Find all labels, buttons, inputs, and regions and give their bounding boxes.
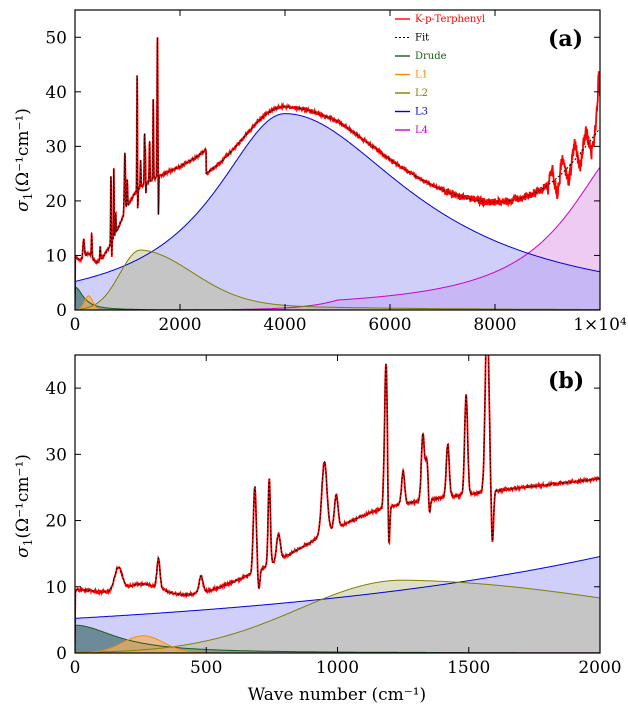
panel-b-y-axis-symbol: σ — [13, 546, 33, 558]
panel-a-x-ticks: 0 2000 4000 6000 8000 1×10⁴ — [70, 10, 627, 335]
panel-b-l3-line — [75, 556, 600, 653]
x-tick-label: 0 — [70, 658, 81, 678]
panel-a-y-axis-label: σ1(Ω⁻¹cm⁻¹) — [13, 108, 35, 212]
panel-a-y-axis-units: (Ω⁻¹cm⁻¹) — [13, 108, 33, 193]
panel-b-l3-fill — [75, 556, 600, 653]
panel-b-component-fills — [75, 556, 600, 653]
legend-entry-label: K-p-Terphenyl — [415, 14, 485, 25]
panel-a-legend: K-p-Terphenyl Fit Drude L1 L2 L3 L4 — [395, 14, 485, 136]
panel-a-y-axis-symbol: σ — [13, 200, 33, 212]
y-tick-label: 30 — [45, 137, 67, 157]
panel-b-x-axis-label: Wave number (cm⁻¹) — [248, 685, 426, 705]
y-tick-label: 40 — [45, 379, 67, 399]
x-tick-label: 2000 — [158, 315, 201, 335]
y-tick-label: 50 — [45, 28, 67, 48]
legend-entry-label: L1 — [415, 70, 428, 81]
legend-entry-label: Fit — [415, 33, 429, 44]
x-tick-label: 8000 — [473, 315, 516, 335]
panel-b-fit-line — [75, 355, 600, 626]
panel-b-y-ticks: 0 10 20 30 40 — [45, 379, 600, 664]
panel-a-l3-fill — [75, 113, 600, 310]
panel-a-fit-line — [75, 37, 600, 288]
legend-entry-label: L4 — [415, 125, 428, 136]
x-tick-label: 500 — [190, 658, 222, 678]
x-tick-label: 1500 — [447, 658, 490, 678]
y-tick-label: 40 — [45, 83, 67, 103]
legend-entry-label: Drude — [415, 51, 447, 62]
panel-a-frame — [74, 9, 601, 311]
panel-a-y-ticks: 0 10 20 30 40 50 — [45, 28, 600, 321]
legend-entry-label: L3 — [415, 107, 428, 118]
panel-b-l2-line — [75, 579, 600, 653]
panel-b-x-ticks: 0 500 1000 1500 2000 — [70, 355, 622, 678]
panel-b-y-axis-units: (Ω⁻¹cm⁻¹) — [13, 454, 33, 539]
x-tick-label: 0 — [70, 315, 81, 335]
x-tick-label: 4000 — [263, 315, 306, 335]
panel-b-measured-line — [75, 355, 600, 626]
panel-b-l2-fill — [75, 580, 600, 653]
panel-a: 0 2000 4000 6000 8000 1×10⁴ 0 10 20 30 40 50 (a) K… — [13, 9, 627, 335]
panel-b-l1-line — [75, 635, 600, 653]
x-tick-label: 1000 — [316, 658, 359, 678]
y-tick-label: 0 — [56, 301, 67, 321]
y-tick-label: 0 — [56, 644, 67, 664]
x-tick-label: 6000 — [368, 315, 411, 335]
panel-a-l3-line — [75, 113, 600, 310]
panel-b-label: (b) — [548, 368, 584, 394]
panel-a-l2-line — [75, 249, 600, 310]
y-tick-label: 20 — [45, 192, 67, 212]
panel-a-y-axis-subscript: 1 — [21, 193, 35, 201]
y-tick-label: 10 — [45, 246, 67, 266]
y-tick-label: 30 — [45, 445, 67, 465]
y-tick-label: 20 — [45, 512, 67, 532]
panel-a-l2-fill — [75, 250, 600, 310]
panel-b: 0 500 1000 1500 2000 0 10 20 30 40 (b) σ1(Ω⁻¹cm⁻… — [13, 354, 622, 705]
panel-b-y-axis-subscript: 1 — [21, 539, 35, 547]
legend-entry-label: L2 — [415, 88, 428, 99]
panel-b-y-axis-label: σ1(Ω⁻¹cm⁻¹) — [13, 454, 35, 558]
panel-a-label: (a) — [548, 26, 583, 52]
y-tick-label: 10 — [45, 578, 67, 598]
x-tick-label: 1×10⁴ — [573, 315, 627, 335]
x-tick-label: 2000 — [578, 658, 621, 678]
panel-a-component-fills — [75, 113, 600, 310]
